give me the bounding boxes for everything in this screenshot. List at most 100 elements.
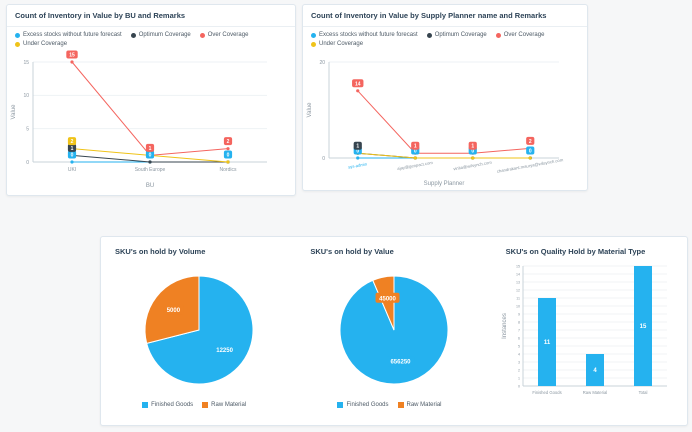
svg-text:1: 1 [356, 144, 359, 150]
legend-row: Excess stocks without future forecast Op… [15, 32, 287, 38]
legend-label: Excess stocks without future forecast [319, 32, 418, 38]
planner-card-title: Count of Inventory in Value by Supply Pl… [303, 5, 587, 27]
svg-text:Value: Value [307, 102, 313, 118]
legend-item-under[interactable]: Under Coverage [311, 41, 363, 47]
legend-label: Raw Material [211, 402, 247, 408]
svg-text:2: 2 [518, 368, 520, 372]
svg-text:2: 2 [71, 139, 74, 145]
volume-pie-legend: Finished Goods Raw Material [142, 400, 255, 414]
svg-text:1: 1 [471, 144, 474, 150]
svg-text:5: 5 [26, 126, 29, 132]
bu-chart-card: Count of Inventory in Value by BU and Re… [6, 4, 296, 196]
svg-text:BU: BU [146, 183, 154, 189]
svg-text:0: 0 [529, 149, 532, 155]
legend-label: Under Coverage [319, 41, 364, 47]
svg-text:ajay@genpact.com: ajay@genpact.com [397, 160, 434, 171]
svg-text:4: 4 [594, 368, 598, 374]
svg-text:2: 2 [227, 139, 230, 145]
svg-text:vinita@wilsynch.com: vinita@wilsynch.com [453, 160, 493, 172]
svg-text:0: 0 [356, 149, 359, 155]
svg-text:0: 0 [26, 160, 29, 166]
legend-row: Under Coverage [311, 41, 579, 47]
under-legend-dot-icon [15, 41, 20, 47]
legend-label: Under Coverage [23, 41, 68, 47]
svg-text:Supply Planner: Supply Planner [424, 181, 465, 187]
legend-item-finished-goods[interactable]: Finished Goods [142, 402, 193, 408]
value-pie-chart[interactable]: 656250 45000 [304, 258, 484, 400]
legend-label: Over Coverage [207, 32, 249, 38]
svg-text:South Europe: South Europe [135, 167, 166, 173]
svg-text:0: 0 [322, 156, 325, 162]
svg-text:Finished Goods: Finished Goods [533, 390, 562, 395]
legend-item-raw-material[interactable]: Raw Material [202, 402, 246, 408]
legend-item-excess[interactable]: Excess stocks without future forecast [311, 32, 418, 38]
svg-text:13: 13 [516, 280, 520, 284]
svg-text:4: 4 [518, 352, 520, 356]
optimum-legend-dot-icon [426, 32, 432, 38]
svg-text:0: 0 [227, 153, 230, 159]
svg-text:15: 15 [516, 264, 520, 268]
bu-card-title: Count of Inventory in Value by BU and Re… [7, 5, 295, 27]
svg-text:15: 15 [640, 324, 647, 330]
excess-legend-dot-icon [15, 32, 20, 38]
legend-item-over[interactable]: Over Coverage [199, 32, 249, 38]
svg-text:7: 7 [518, 328, 520, 332]
legend-row: Under Coverage [15, 41, 287, 47]
finished-goods-swatch-icon [337, 402, 344, 408]
over-legend-dot-icon [495, 32, 501, 38]
legend-label: Finished Goods [151, 402, 194, 408]
svg-text:11: 11 [517, 296, 521, 300]
legend-label: Excess stocks without future forecast [23, 32, 122, 38]
raw-material-swatch-icon [397, 402, 404, 408]
svg-text:Instances: Instances [502, 313, 508, 339]
raw-material-swatch-icon [202, 402, 209, 408]
under-legend-dot-icon [311, 41, 316, 47]
legend-item-optimum[interactable]: Optimum Coverage [130, 32, 191, 38]
legend-item-over[interactable]: Over Coverage [495, 32, 545, 38]
legend-label: Finished Goods [346, 402, 389, 408]
svg-text:15: 15 [23, 60, 29, 66]
svg-text:0: 0 [414, 149, 417, 155]
quality-bar-panel: SKU's on Quality Hold by Material Type 0… [492, 237, 687, 425]
legend-item-optimum[interactable]: Optimum Coverage [426, 32, 487, 38]
volume-panel-title: SKU's on hold by Volume [115, 247, 206, 256]
value-pie-legend: Finished Goods Raw Material [337, 400, 450, 414]
legend-item-under[interactable]: Under Coverage [15, 41, 67, 47]
svg-text:6: 6 [518, 336, 520, 340]
legend-label: Over Coverage [503, 32, 545, 38]
finished-goods-swatch-icon [142, 402, 149, 408]
legend-item-excess[interactable]: Excess stocks without future forecast [15, 32, 122, 38]
svg-text:0: 0 [471, 149, 474, 155]
svg-text:1: 1 [149, 146, 152, 152]
svg-text:0: 0 [71, 153, 74, 159]
svg-text:Value: Value [11, 104, 17, 120]
svg-text:1: 1 [71, 146, 74, 152]
legend-item-finished-goods[interactable]: Finished Goods [337, 402, 389, 408]
svg-text:chandrakant.maurya@wilsynch.co: chandrakant.maurya@wilsynch.com [496, 157, 564, 174]
svg-text:14: 14 [516, 272, 520, 276]
legend-row: Excess stocks without future forecast Op… [311, 32, 579, 38]
svg-text:20: 20 [319, 60, 325, 66]
planner-chart-card: Count of Inventory in Value by Supply Pl… [302, 4, 588, 191]
svg-text:Raw Material: Raw Material [583, 390, 608, 395]
volume-pie-panel: SKU's on hold by Volume 12250 5000 Finish… [101, 237, 296, 425]
svg-text:12250: 12250 [216, 348, 233, 354]
svg-text:0: 0 [518, 384, 520, 388]
volume-pie-chart[interactable]: 12250 5000 [109, 258, 289, 400]
svg-text:0: 0 [149, 153, 152, 159]
svg-text:12: 12 [516, 288, 520, 292]
legend-label: Raw Material [406, 402, 442, 408]
svg-text:14: 14 [355, 81, 361, 87]
svg-text:5000: 5000 [166, 308, 180, 314]
svg-text:15: 15 [69, 53, 75, 59]
optimum-legend-dot-icon [130, 32, 136, 38]
svg-text:5: 5 [518, 344, 520, 348]
svg-text:45000: 45000 [379, 296, 396, 302]
value-panel-title: SKU's on hold by Value [310, 247, 394, 256]
svg-text:2: 2 [529, 139, 532, 145]
legend-item-raw-material[interactable]: Raw Material [397, 402, 442, 408]
